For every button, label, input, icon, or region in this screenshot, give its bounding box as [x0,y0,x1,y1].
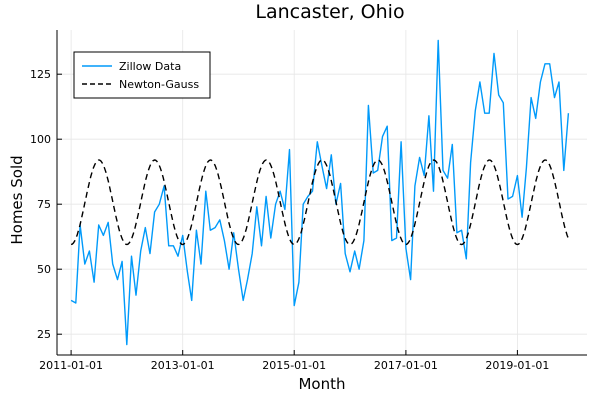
axes [56,30,587,356]
series-line-newton-gauss [70,159,570,246]
legend-label-zillow-data: Zillow Data [119,60,181,73]
legend: Zillow Data Newton-Gauss [73,51,211,99]
series-lines [70,39,570,346]
x-tick-label: 2019-01-01 [485,359,549,372]
x-tick-label: 2015-01-01 [262,359,326,372]
y-tick-label: 25 [37,328,51,341]
y-axis-label: Homes Sold [8,155,26,244]
x-tick-label: 2011-01-01 [39,359,103,372]
legend-label-newton-gauss: Newton-Gauss [119,78,199,91]
tick-labels: 2011-01-01 2013-01-01 2015-01-01 2017-01-01… [30,68,549,372]
legend-box [73,51,211,99]
y-tick-label: 75 [37,198,51,211]
y-tick-label: 125 [30,68,51,81]
series-line-zillow-data [70,39,570,346]
x-tick-label: 2013-01-01 [151,359,215,372]
x-tick-label: 2017-01-01 [374,359,438,372]
x-axis-label: Month [298,375,345,393]
chart-title: Lancaster, Ohio [255,1,404,23]
y-tick-label: 100 [30,133,51,146]
y-tick-label: 50 [37,263,51,276]
